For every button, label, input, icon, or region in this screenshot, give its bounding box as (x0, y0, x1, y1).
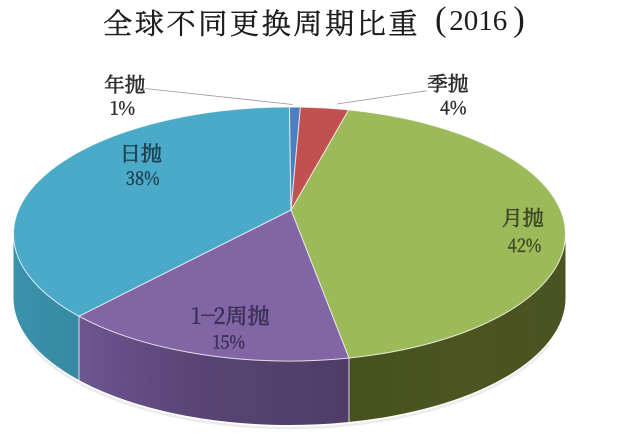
svg-text:(: ( (435, 0, 447, 38)
svg-text:): ) (513, 0, 525, 38)
svg-text:2016: 2016 (449, 5, 507, 37)
